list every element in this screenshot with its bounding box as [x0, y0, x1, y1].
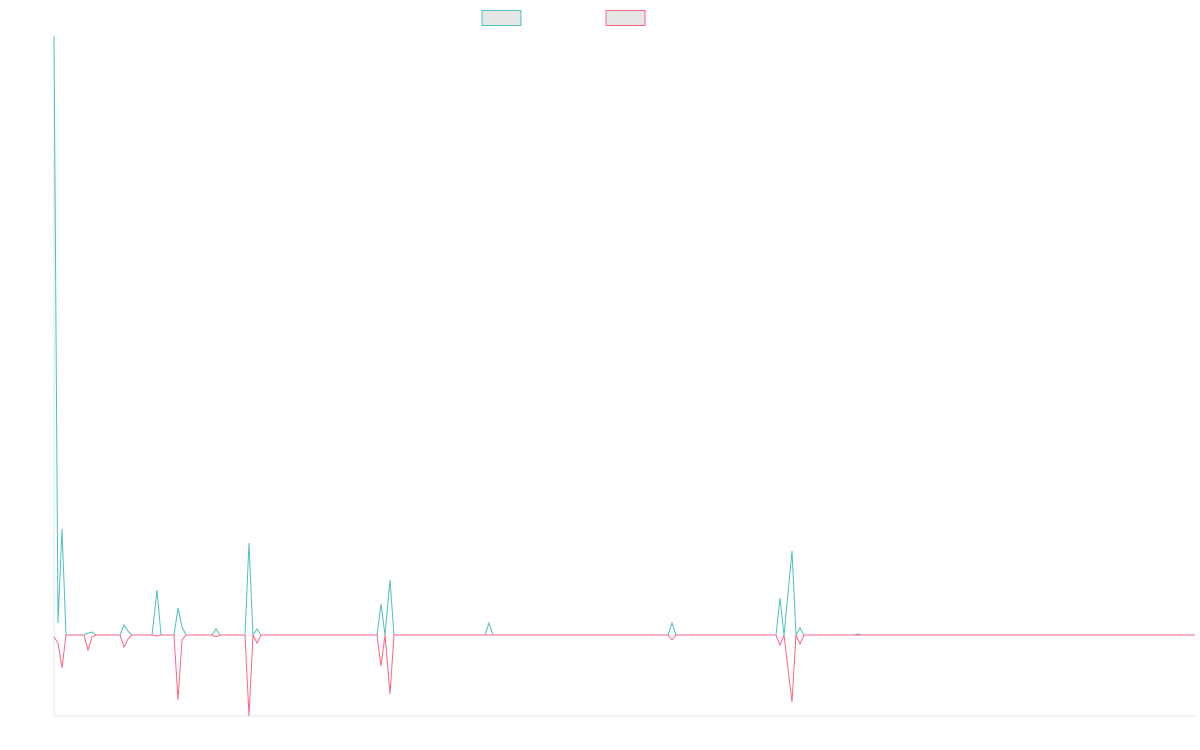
series-line — [53, 35, 1195, 637]
series-line — [53, 633, 1195, 717]
legend-swatch — [481, 10, 522, 26]
legend-swatch — [605, 10, 646, 26]
